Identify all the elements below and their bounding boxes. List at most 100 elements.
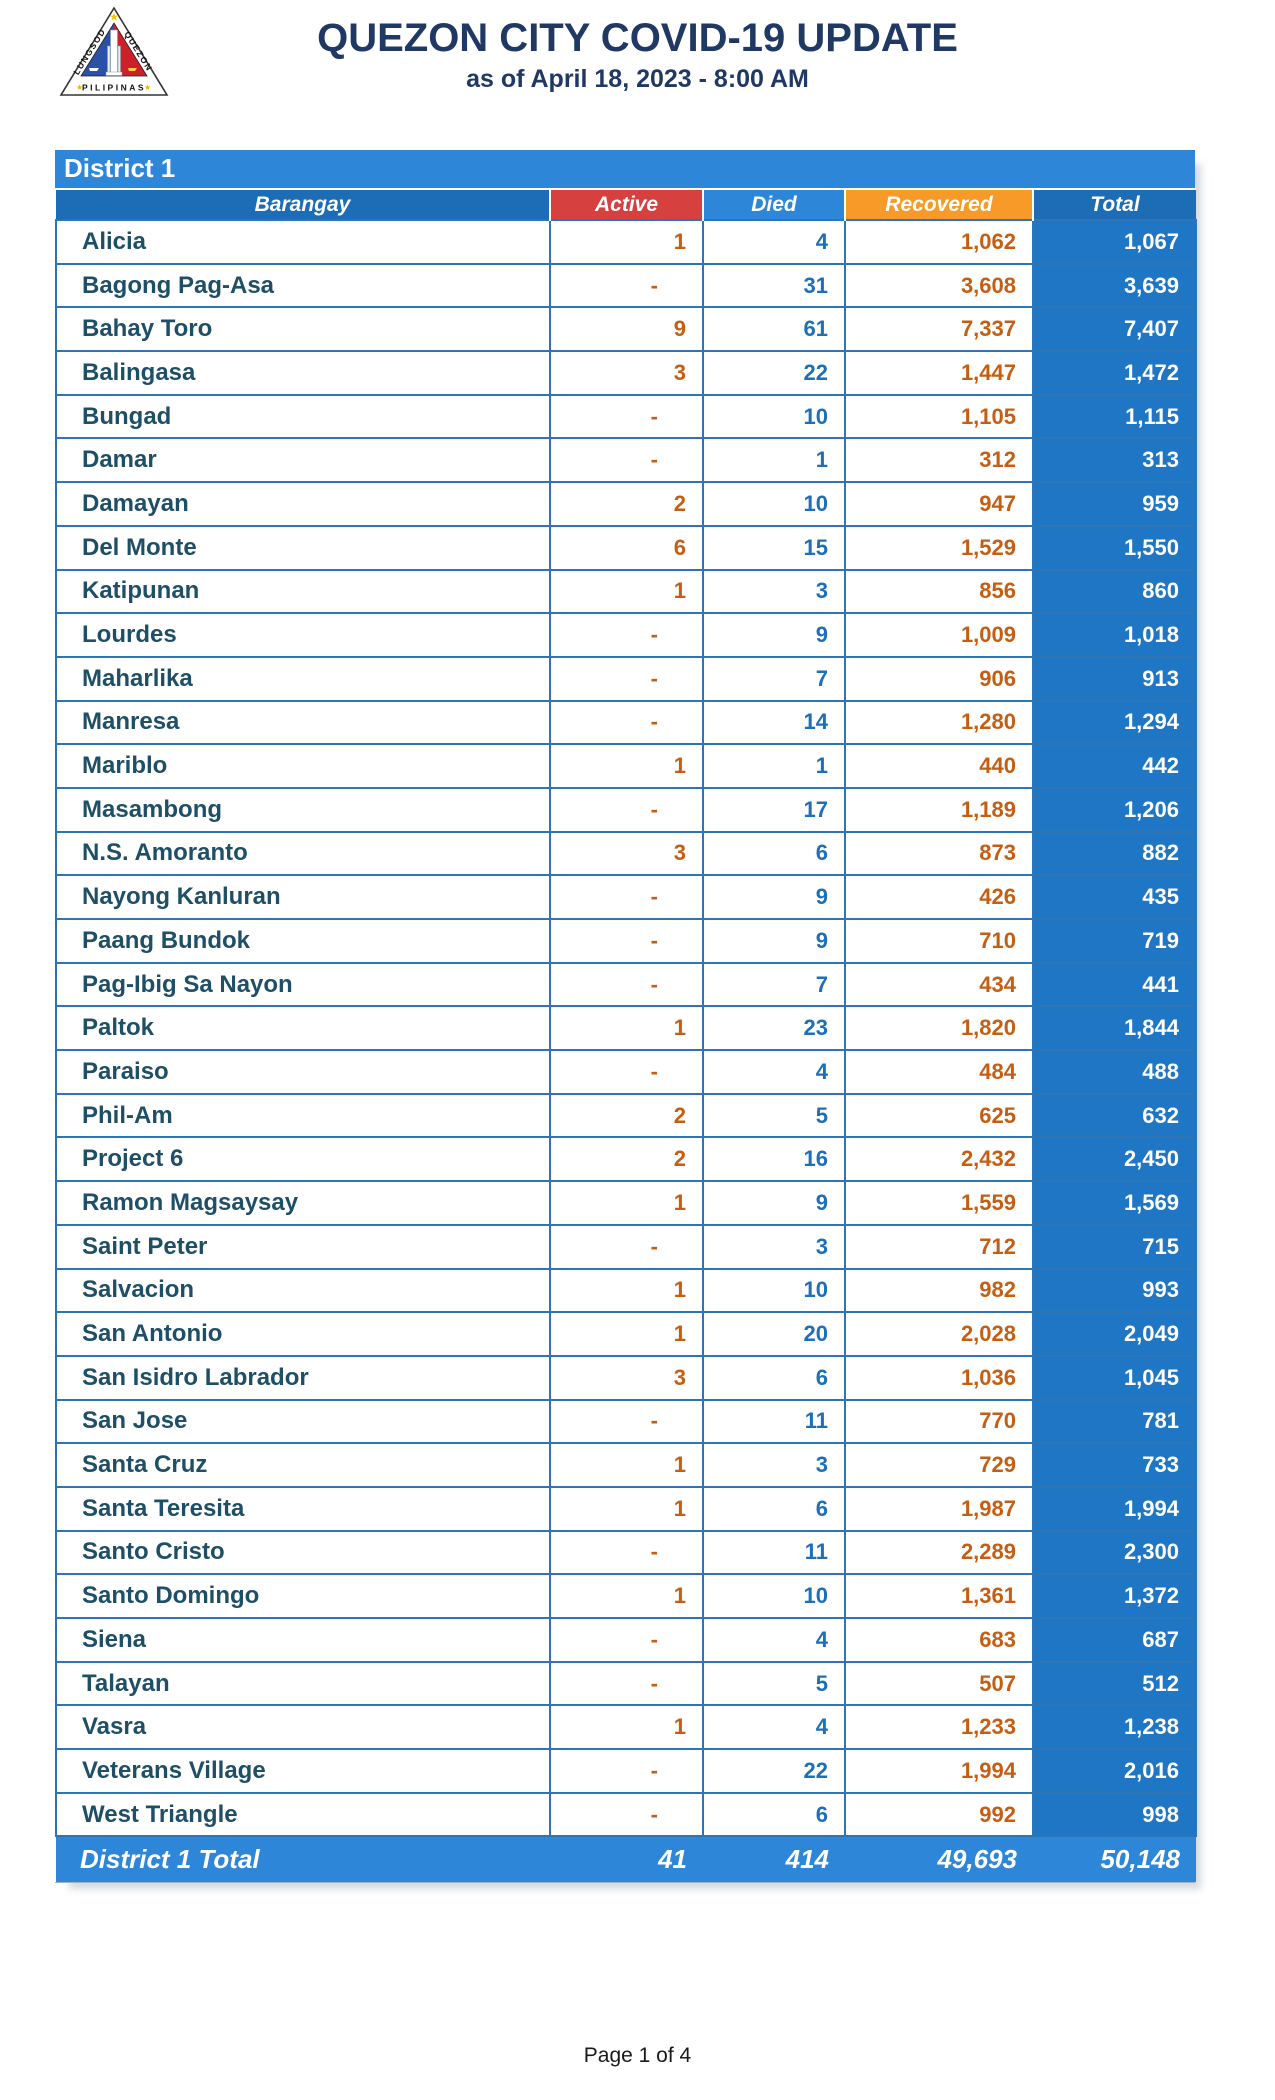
total-value-cell: 1,844 bbox=[1032, 1005, 1197, 1052]
total-value-cell: 1,569 bbox=[1032, 1180, 1197, 1226]
died-value-cell: 6 bbox=[702, 830, 846, 877]
total-value-cell: 512 bbox=[1032, 1660, 1197, 1707]
recovered-value-cell: 947 bbox=[844, 481, 1034, 527]
total-value-cell: 733 bbox=[1032, 1442, 1197, 1488]
district-total-active-value: 41 bbox=[550, 1836, 703, 1883]
barangay-name-cell: Phil-Am bbox=[55, 1092, 551, 1139]
table-row: Talayan - 5 507 512 bbox=[55, 1660, 1197, 1707]
recovered-value-cell: 770 bbox=[844, 1398, 1034, 1445]
table-row: Santo Cristo - 11 2,289 2,300 bbox=[55, 1529, 1197, 1576]
table-row: Pag-Ibig Sa Nayon - 7 434 441 bbox=[55, 961, 1197, 1008]
barangay-name-cell: N.S. Amoranto bbox=[55, 830, 551, 877]
died-value-cell: 16 bbox=[702, 1136, 846, 1183]
active-value-cell: - bbox=[549, 1223, 704, 1270]
barangay-name-cell: Bahay Toro bbox=[55, 306, 551, 353]
barangay-name-cell: Veterans Village bbox=[55, 1748, 551, 1794]
active-value-cell: 3 bbox=[549, 350, 704, 396]
total-value-cell: 1,994 bbox=[1032, 1485, 1197, 1532]
total-value-cell: 1,018 bbox=[1032, 612, 1197, 658]
active-value-cell: - bbox=[549, 1529, 704, 1576]
recovered-value-cell: 712 bbox=[844, 1223, 1034, 1270]
total-value-cell: 1,372 bbox=[1032, 1573, 1197, 1619]
died-value-cell: 7 bbox=[702, 655, 846, 702]
district-total-row: District 1 Total 41 414 49,693 50,148 bbox=[56, 1836, 1196, 1883]
active-value-cell: 1 bbox=[549, 568, 704, 615]
page-title: QUEZON CITY COVID-19 UPDATE bbox=[317, 16, 958, 60]
died-value-cell: 3 bbox=[702, 1442, 846, 1488]
seal-text-pilipinas: PILIPINAS bbox=[82, 83, 146, 93]
quezon-city-seal-logo: ★ LUNGSOD QUEZON ★ PILIPINAS ★ bbox=[59, 6, 169, 96]
page-subtitle: as of April 18, 2023 - 8:00 AM bbox=[466, 65, 809, 93]
recovered-value-cell: 982 bbox=[844, 1267, 1034, 1314]
barangay-name-cell: Del Monte bbox=[55, 524, 551, 571]
active-value-cell: 6 bbox=[549, 524, 704, 571]
died-value-cell: 14 bbox=[702, 699, 846, 746]
active-value-cell: 1 bbox=[549, 1311, 704, 1357]
died-value-cell: 10 bbox=[702, 1573, 846, 1619]
district-total-label: District 1 Total bbox=[56, 1836, 550, 1883]
table-row: Vasra 1 4 1,233 1,238 bbox=[55, 1704, 1197, 1751]
barangay-name-cell: Pag-Ibig Sa Nayon bbox=[55, 961, 551, 1008]
barangay-name-cell: Maharlika bbox=[55, 655, 551, 702]
total-value-cell: 998 bbox=[1032, 1791, 1197, 1838]
total-value-cell: 488 bbox=[1032, 1049, 1197, 1095]
total-value-cell: 3,639 bbox=[1032, 262, 1197, 309]
recovered-value-cell: 1,036 bbox=[844, 1354, 1034, 1401]
total-value-cell: 2,016 bbox=[1032, 1748, 1197, 1794]
total-value-cell: 1,472 bbox=[1032, 350, 1197, 396]
table-row: Siena - 4 683 687 bbox=[55, 1617, 1197, 1663]
active-value-cell: - bbox=[549, 1049, 704, 1095]
table-row: Salvacion 1 10 982 993 bbox=[55, 1267, 1197, 1314]
died-value-cell: 4 bbox=[702, 219, 846, 265]
recovered-value-cell: 440 bbox=[844, 743, 1034, 789]
title-block: QUEZON CITY COVID-19 UPDATE as of April … bbox=[0, 16, 1275, 94]
active-value-cell: 1 bbox=[549, 1704, 704, 1751]
barangay-name-cell: Santa Cruz bbox=[55, 1442, 551, 1488]
district-section-title: District 1 bbox=[55, 150, 1195, 188]
active-value-cell: 1 bbox=[549, 219, 704, 265]
barangay-name-cell: Bagong Pag-Asa bbox=[55, 262, 551, 309]
died-value-cell: 5 bbox=[702, 1092, 846, 1139]
recovered-value-cell: 906 bbox=[844, 655, 1034, 702]
recovered-value-cell: 1,987 bbox=[844, 1485, 1034, 1532]
barangay-name-cell: Talayan bbox=[55, 1660, 551, 1707]
recovered-value-cell: 1,820 bbox=[844, 1005, 1034, 1052]
barangay-name-cell: Paltok bbox=[55, 1005, 551, 1052]
recovered-value-cell: 2,289 bbox=[844, 1529, 1034, 1576]
total-value-cell: 715 bbox=[1032, 1223, 1197, 1270]
table-row: Veterans Village - 22 1,994 2,016 bbox=[55, 1748, 1197, 1794]
recovered-value-cell: 1,105 bbox=[844, 393, 1034, 440]
active-value-cell: - bbox=[549, 1791, 704, 1838]
column-header-recovered: Recovered bbox=[844, 188, 1033, 220]
table-row: Damayan 2 10 947 959 bbox=[55, 481, 1197, 527]
district-total-died-value: 414 bbox=[703, 1836, 845, 1883]
barangay-name-cell: Project 6 bbox=[55, 1136, 551, 1183]
active-value-cell: 3 bbox=[549, 830, 704, 877]
total-value-cell: 2,450 bbox=[1032, 1136, 1197, 1183]
died-value-cell: 1 bbox=[702, 437, 846, 484]
died-value-cell: 10 bbox=[702, 481, 846, 527]
barangay-name-cell: Damayan bbox=[55, 481, 551, 527]
active-value-cell: - bbox=[549, 918, 704, 964]
died-value-cell: 4 bbox=[702, 1617, 846, 1663]
recovered-value-cell: 434 bbox=[844, 961, 1034, 1008]
table-body: Alicia 1 4 1,062 1,067 Bagong Pag-Asa - … bbox=[55, 219, 1197, 1838]
total-value-cell: 1,238 bbox=[1032, 1704, 1197, 1751]
total-value-cell: 1,045 bbox=[1032, 1354, 1197, 1401]
table-row: San Antonio 1 20 2,028 2,049 bbox=[55, 1311, 1197, 1357]
died-value-cell: 11 bbox=[702, 1398, 846, 1445]
district-total-total-value: 50,148 bbox=[1033, 1836, 1196, 1883]
table-row: Ramon Magsaysay 1 9 1,559 1,569 bbox=[55, 1180, 1197, 1226]
active-value-cell: - bbox=[549, 1617, 704, 1663]
recovered-value-cell: 1,062 bbox=[844, 219, 1034, 265]
barangay-name-cell: Ramon Magsaysay bbox=[55, 1180, 551, 1226]
died-value-cell: 3 bbox=[702, 568, 846, 615]
active-value-cell: 2 bbox=[549, 481, 704, 527]
died-value-cell: 9 bbox=[702, 612, 846, 658]
active-value-cell: - bbox=[549, 437, 704, 484]
died-value-cell: 20 bbox=[702, 1311, 846, 1357]
total-value-cell: 441 bbox=[1032, 961, 1197, 1008]
seal-scale-mark bbox=[128, 68, 137, 71]
column-header-row: Barangay Active Died Recovered Total bbox=[56, 188, 1196, 220]
